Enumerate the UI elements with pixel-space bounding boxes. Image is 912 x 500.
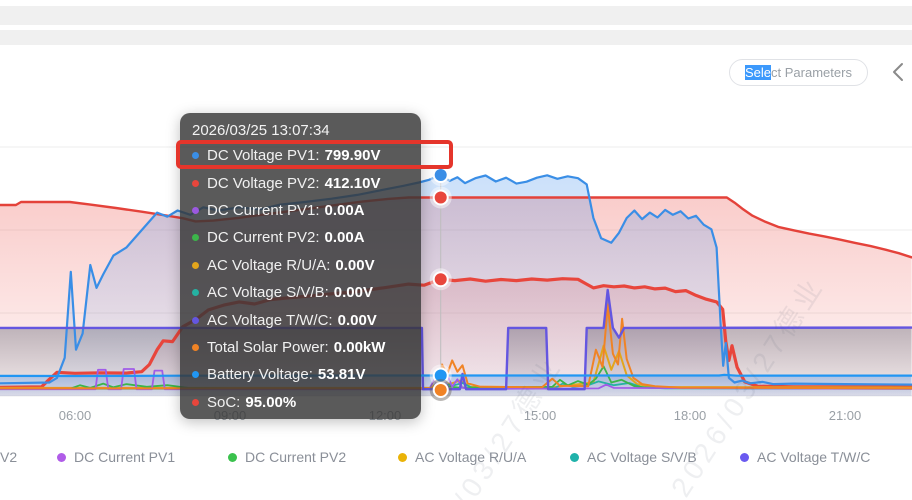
tooltip-value: 412.10V — [324, 174, 381, 192]
tooltip-row-ac-voltage-s-v-b: AC Voltage S/V/B: 0.00V — [192, 279, 409, 306]
legend-dot-icon — [228, 452, 237, 462]
series-dot-icon — [192, 371, 199, 379]
legend-item-ac-voltage-s-v-b[interactable]: AC Voltage S/V/B — [570, 448, 697, 466]
series-line-battery — [0, 373, 912, 378]
tooltip-row-soc: SoC: 95.00% — [192, 389, 409, 416]
series-dot-icon — [192, 289, 199, 297]
series-lines — [0, 173, 912, 391]
series-dot-icon — [192, 179, 199, 187]
tooltip-row-dc-current-pv2: DC Current PV2: 0.00A — [192, 224, 409, 251]
tooltip-value: 95.00% — [245, 393, 297, 411]
tooltip-row-dc-current-pv1: DC Current PV1: 0.00A — [192, 197, 409, 224]
legend-dot-icon — [740, 452, 749, 462]
tooltip-value: 0.00V — [337, 311, 377, 329]
series-area-fills — [0, 175, 912, 396]
chart-tooltip: 2026/03/25 13:07:34 DC Voltage PV1: 799.9… — [180, 113, 421, 419]
tooltip-row-ac-voltage-r-u-a: AC Voltage R/U/A: 0.00V — [192, 252, 409, 279]
tooltip-value: 0.00kW — [333, 338, 386, 356]
legend-item-dc-current-pv1[interactable]: DC Current PV1 — [57, 448, 175, 466]
tooltip-label: AC Voltage R/U/A: — [207, 256, 331, 274]
legend-label: DC Current PV1 — [74, 449, 176, 465]
tooltip-row-total-solar-power: Total Solar Power: 0.00kW — [192, 334, 409, 361]
series-line-pv1 — [0, 173, 912, 386]
tooltip-label: DC Voltage PV2: — [207, 174, 320, 192]
series-dot-icon — [192, 316, 199, 324]
tooltip-label: DC Voltage PV1: — [207, 147, 320, 165]
tooltip-value: 53.81V — [317, 366, 366, 384]
button-label-rest: ct Parameters — [771, 65, 852, 80]
marker-dot-dc-voltage-pv1 — [434, 169, 447, 182]
legend-item-ac-voltage-r-u-a[interactable]: AC Voltage R/U/A — [398, 448, 526, 466]
tooltip-value: 0.00V — [333, 284, 373, 302]
tooltip-label: Battery Voltage: — [207, 366, 313, 384]
tooltip-value: 0.00V — [335, 256, 375, 274]
back-chevron-icon[interactable] — [889, 61, 907, 83]
tooltip-label: SoC: — [207, 393, 241, 411]
series-dot-icon — [192, 152, 199, 160]
series-dot-icon — [192, 343, 199, 351]
legend-item-v2[interactable]: V2 — [0, 448, 17, 466]
tooltip-value: 799.90V — [324, 147, 381, 165]
tooltip-label: DC Current PV2: — [207, 229, 320, 247]
legend-dot-icon — [570, 452, 579, 462]
tooltip-timestamp: 2026/03/25 13:07:34 — [192, 122, 330, 139]
series-dot-icon — [192, 398, 199, 406]
x-axis-label: 15:00 — [523, 408, 557, 423]
tooltip-value: 0.00A — [324, 201, 365, 219]
legend-label: AC Voltage S/V/B — [587, 449, 697, 465]
series-dot-icon — [192, 206, 199, 214]
x-axis-label: 18:00 — [673, 408, 707, 423]
series-dot-icon — [192, 261, 199, 269]
legend-label: AC Voltage R/U/A — [415, 449, 527, 465]
tooltip-row-dc-voltage-pv2: DC Voltage PV2: 412.10V — [192, 169, 409, 196]
tooltip-value: 0.00A — [324, 229, 365, 247]
x-axis-label: 06:00 — [58, 408, 92, 423]
marker-dot-battery-voltage — [434, 369, 447, 382]
select-parameters-button[interactable]: Sele ct Parameters — [729, 59, 868, 86]
legend-label: DC Current PV2 — [245, 449, 347, 465]
tooltip-row-battery-voltage: Battery Voltage: 53.81V — [192, 361, 409, 388]
selected-text: Sele — [745, 65, 772, 80]
tooltip-label: AC Voltage S/V/B: — [207, 284, 329, 302]
marker-dot-dc-voltage-pv2 — [434, 273, 447, 286]
tooltip-row-ac-voltage-t-w-c: AC Voltage T/W/C: 0.00V — [192, 306, 409, 333]
skeleton-bar-second — [0, 30, 912, 45]
x-axis-label: 21:00 — [828, 408, 862, 423]
crosshair — [429, 164, 452, 401]
legend-item-ac-voltage-t-w-c[interactable]: AC Voltage T/W/C — [740, 448, 870, 466]
legend-label: V2 — [0, 449, 18, 465]
series-line-pv2 — [0, 277, 912, 389]
marker-dot-soc — [434, 191, 447, 204]
tooltip-row-dc-voltage-pv1: DC Voltage PV1: 799.90V — [192, 142, 409, 169]
tooltip-label: DC Current PV1: — [207, 201, 320, 219]
tooltip-label: Total Solar Power: — [207, 338, 329, 356]
legend-dot-icon — [57, 452, 66, 462]
legend-label: AC Voltage T/W/C — [757, 449, 871, 465]
legend-dot-icon — [398, 452, 407, 462]
series-dot-icon — [192, 234, 199, 242]
series-line-twc — [0, 288, 912, 391]
skeleton-bar-top — [0, 6, 912, 25]
legend-item-dc-current-pv2[interactable]: DC Current PV2 — [228, 448, 346, 466]
tooltip-label: AC Voltage T/W/C: — [207, 311, 333, 329]
marker-dot-total-solar-power — [434, 384, 447, 396]
